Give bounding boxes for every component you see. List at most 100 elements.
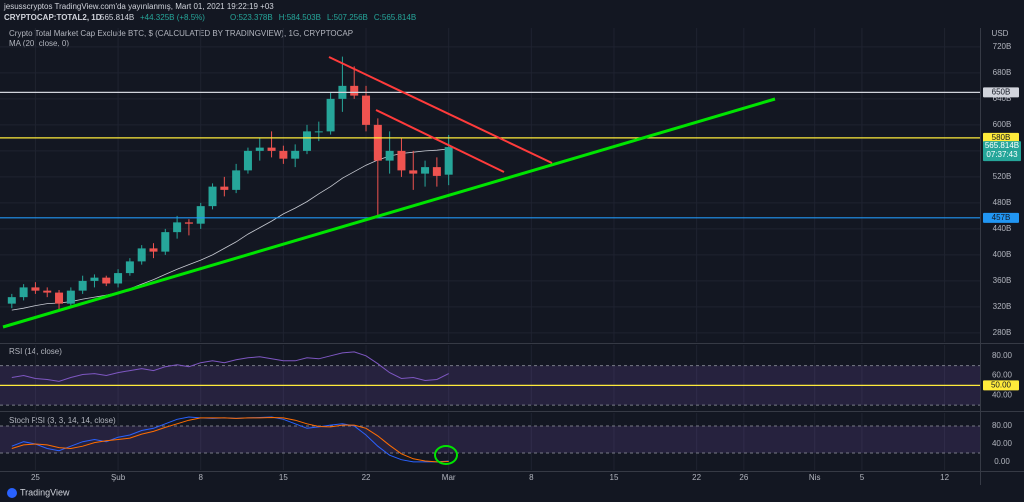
y-tick-label: 280B (993, 328, 1012, 337)
symbol: CRYPTOCAP:TOTAL2, 1D (4, 13, 102, 22)
last-price-label: 565.814B (985, 141, 1019, 150)
ohlc-value: L:507.256B (327, 13, 368, 22)
highlight-circle (434, 445, 458, 465)
change: +44.325B (+8.5%) (140, 13, 205, 22)
ohlc-value: H:584.503B (279, 13, 321, 22)
ma-line (11, 148, 449, 311)
footer (0, 486, 1024, 502)
candle-body (373, 124, 382, 161)
x-tick-label: 5 (860, 473, 865, 482)
y-tick-label: 80.00 (992, 421, 1013, 430)
x-tick-label: 26 (739, 473, 748, 482)
candle-body (267, 147, 276, 151)
candle-body (149, 248, 158, 252)
currency: USD (992, 29, 1009, 38)
price: 565.814B (100, 13, 134, 22)
x-tick-label: Mar (442, 473, 456, 482)
candle-body (220, 186, 229, 190)
level-label: 580B (992, 133, 1011, 142)
level-label: 50.00 (991, 380, 1012, 389)
countdown: 07:37:43 (986, 150, 1018, 159)
plot (0, 28, 980, 470)
y-tick-label: 400B (993, 250, 1012, 259)
x-tick-label: 15 (279, 473, 288, 482)
candle-body (326, 98, 335, 132)
indicator-label: MA (20, close, 0) (9, 39, 69, 48)
candle-body (173, 222, 182, 233)
candle-body (409, 170, 418, 174)
x-tick-label: Şub (111, 473, 126, 482)
level-box (983, 212, 1019, 223)
candle-body (279, 150, 288, 159)
last-price-box (983, 141, 1021, 162)
x-tick-label: 8 (198, 473, 203, 482)
y-tick-label: 320B (993, 302, 1012, 311)
candle-body (102, 277, 111, 284)
candle-body (255, 147, 264, 151)
chart-title: Crypto Total Market Cap Exclude BTC, $ (… (9, 29, 353, 38)
stoch-title: Stoch RSI (3, 3, 14, 14, close) (9, 416, 116, 425)
y-tick-label: 80.00 (992, 351, 1013, 360)
candle-body (385, 150, 394, 161)
ohlc-value: O:523.378B (230, 13, 273, 22)
band (0, 426, 980, 453)
indicator-line (11, 351, 449, 382)
candle-body (55, 292, 64, 304)
x-tick-label: 12 (940, 473, 949, 482)
x-tick-label: 15 (610, 473, 619, 482)
y-tick-label: 360B (993, 276, 1012, 285)
candle-body (302, 131, 311, 151)
candle-body (31, 287, 40, 291)
drawings (2, 56, 776, 465)
y-tick-label: 0.00 (994, 457, 1010, 466)
x-tick-label: 25 (31, 473, 40, 482)
y-tick-label: 680B (993, 68, 1012, 77)
candle-body (114, 273, 123, 284)
logo (7, 488, 17, 498)
trend-line (328, 56, 553, 164)
candle-body (421, 167, 430, 174)
candle-body (232, 170, 241, 190)
candle-body (43, 290, 52, 293)
y-tick-label: 720B (993, 42, 1012, 51)
candle-body (7, 297, 16, 304)
candle-body (397, 150, 406, 171)
y-tick-label: 480B (993, 198, 1012, 207)
trend-line (375, 109, 505, 173)
level-box (983, 87, 1019, 98)
candle-body (243, 150, 252, 171)
indicator-line (11, 416, 449, 463)
candle-body (161, 232, 170, 252)
candle-body (90, 277, 99, 281)
level-label: 457B (992, 213, 1011, 222)
candle-body (196, 206, 205, 224)
candle-body (137, 248, 146, 262)
x-tick-label: Nis (809, 473, 821, 482)
y-tick-label: 640B (993, 94, 1012, 103)
candle-body (444, 147, 453, 175)
candle-body (208, 186, 217, 207)
candle-body (350, 85, 359, 96)
candle-body (19, 287, 28, 298)
ohlc-value: C:565.814B (374, 13, 416, 22)
candle-body (314, 131, 323, 133)
y-tick-label: 520B (993, 172, 1012, 181)
x-tick-label: 8 (529, 473, 534, 482)
y-tick-label: 60.00 (992, 371, 1013, 380)
level-box (983, 380, 1019, 391)
candle-body (78, 280, 87, 291)
level-label: 650B (992, 87, 1011, 96)
y-tick-label: 600B (993, 120, 1012, 129)
candle-body (432, 167, 441, 176)
y-tick-label: 440B (993, 224, 1012, 233)
level-box (983, 132, 1019, 143)
candle-body (291, 150, 300, 159)
trend-line (2, 97, 776, 329)
axis-labels: 25 Şub 8 15 22 Mar 8 15 22 26 Nis 5 12 280B 320B 360B 40… (31, 42, 1021, 482)
y-tick-label: 40.00 (992, 390, 1013, 399)
brand: TradingView (20, 487, 70, 497)
author-line: jesusscryptos TradingView.com'da yayınla… (3, 2, 274, 11)
y-tick-label: 40.00 (992, 439, 1013, 448)
